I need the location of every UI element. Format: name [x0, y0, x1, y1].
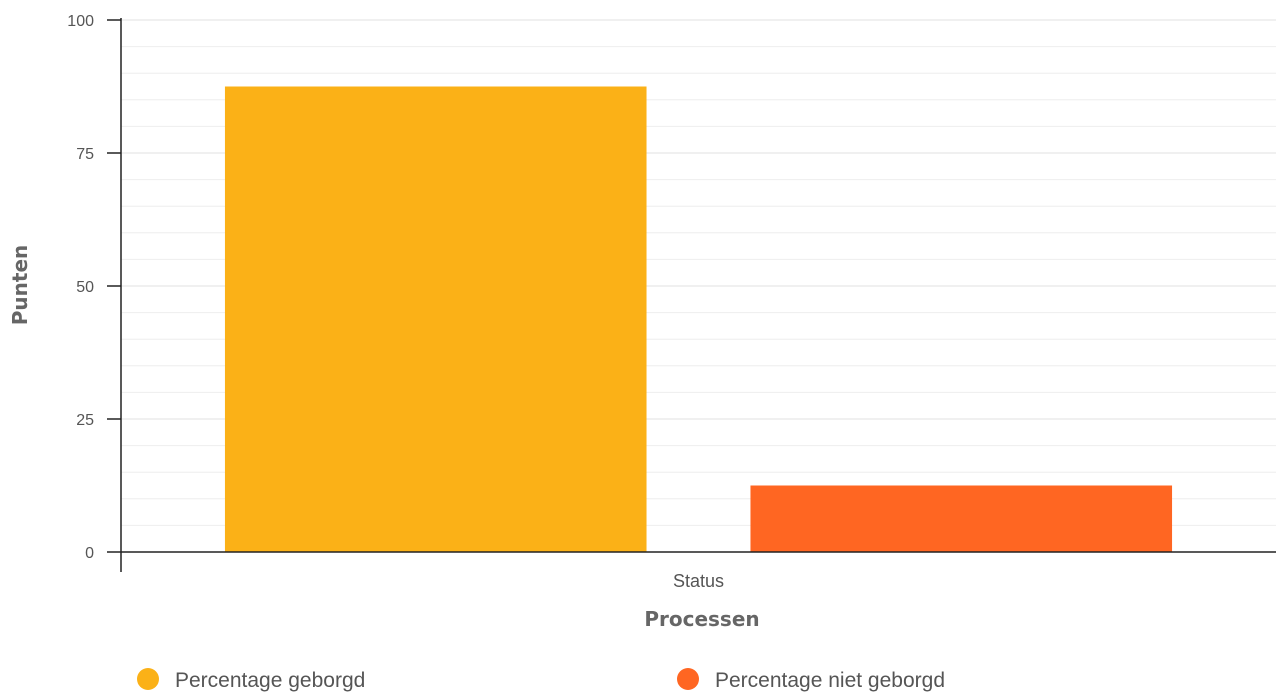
x-tick-label: Status	[673, 571, 724, 591]
legend-item[interactable]: Percentage niet geborgd	[677, 668, 945, 692]
y-tick-label: 100	[67, 13, 94, 30]
y-tick-label: 75	[76, 146, 94, 163]
legend-marker	[137, 668, 159, 690]
y-axis-title: Punten	[8, 245, 32, 326]
axes	[120, 18, 1276, 572]
y-tick-labels: 0 25 50 75 100	[67, 13, 121, 562]
bar-percentage-geborgd[interactable]	[224, 86, 647, 553]
y-tick-label: 25	[76, 412, 94, 429]
y-tick-label: 0	[85, 545, 94, 562]
legend-label: Percentage niet geborgd	[715, 669, 945, 692]
x-axis-title: Processen	[644, 607, 759, 631]
x-tick-labels: Status	[673, 571, 724, 591]
legend-item[interactable]: Percentage geborgd	[137, 668, 365, 692]
legend-label: Percentage geborgd	[175, 669, 365, 692]
bar-percentage-niet-geborgd[interactable]	[750, 485, 1173, 553]
legend-marker	[677, 668, 699, 690]
bar-group	[224, 86, 1173, 553]
legend: Percentage geborgd Percentage niet geborg…	[137, 668, 945, 692]
y-tick-label: 50	[76, 279, 94, 296]
